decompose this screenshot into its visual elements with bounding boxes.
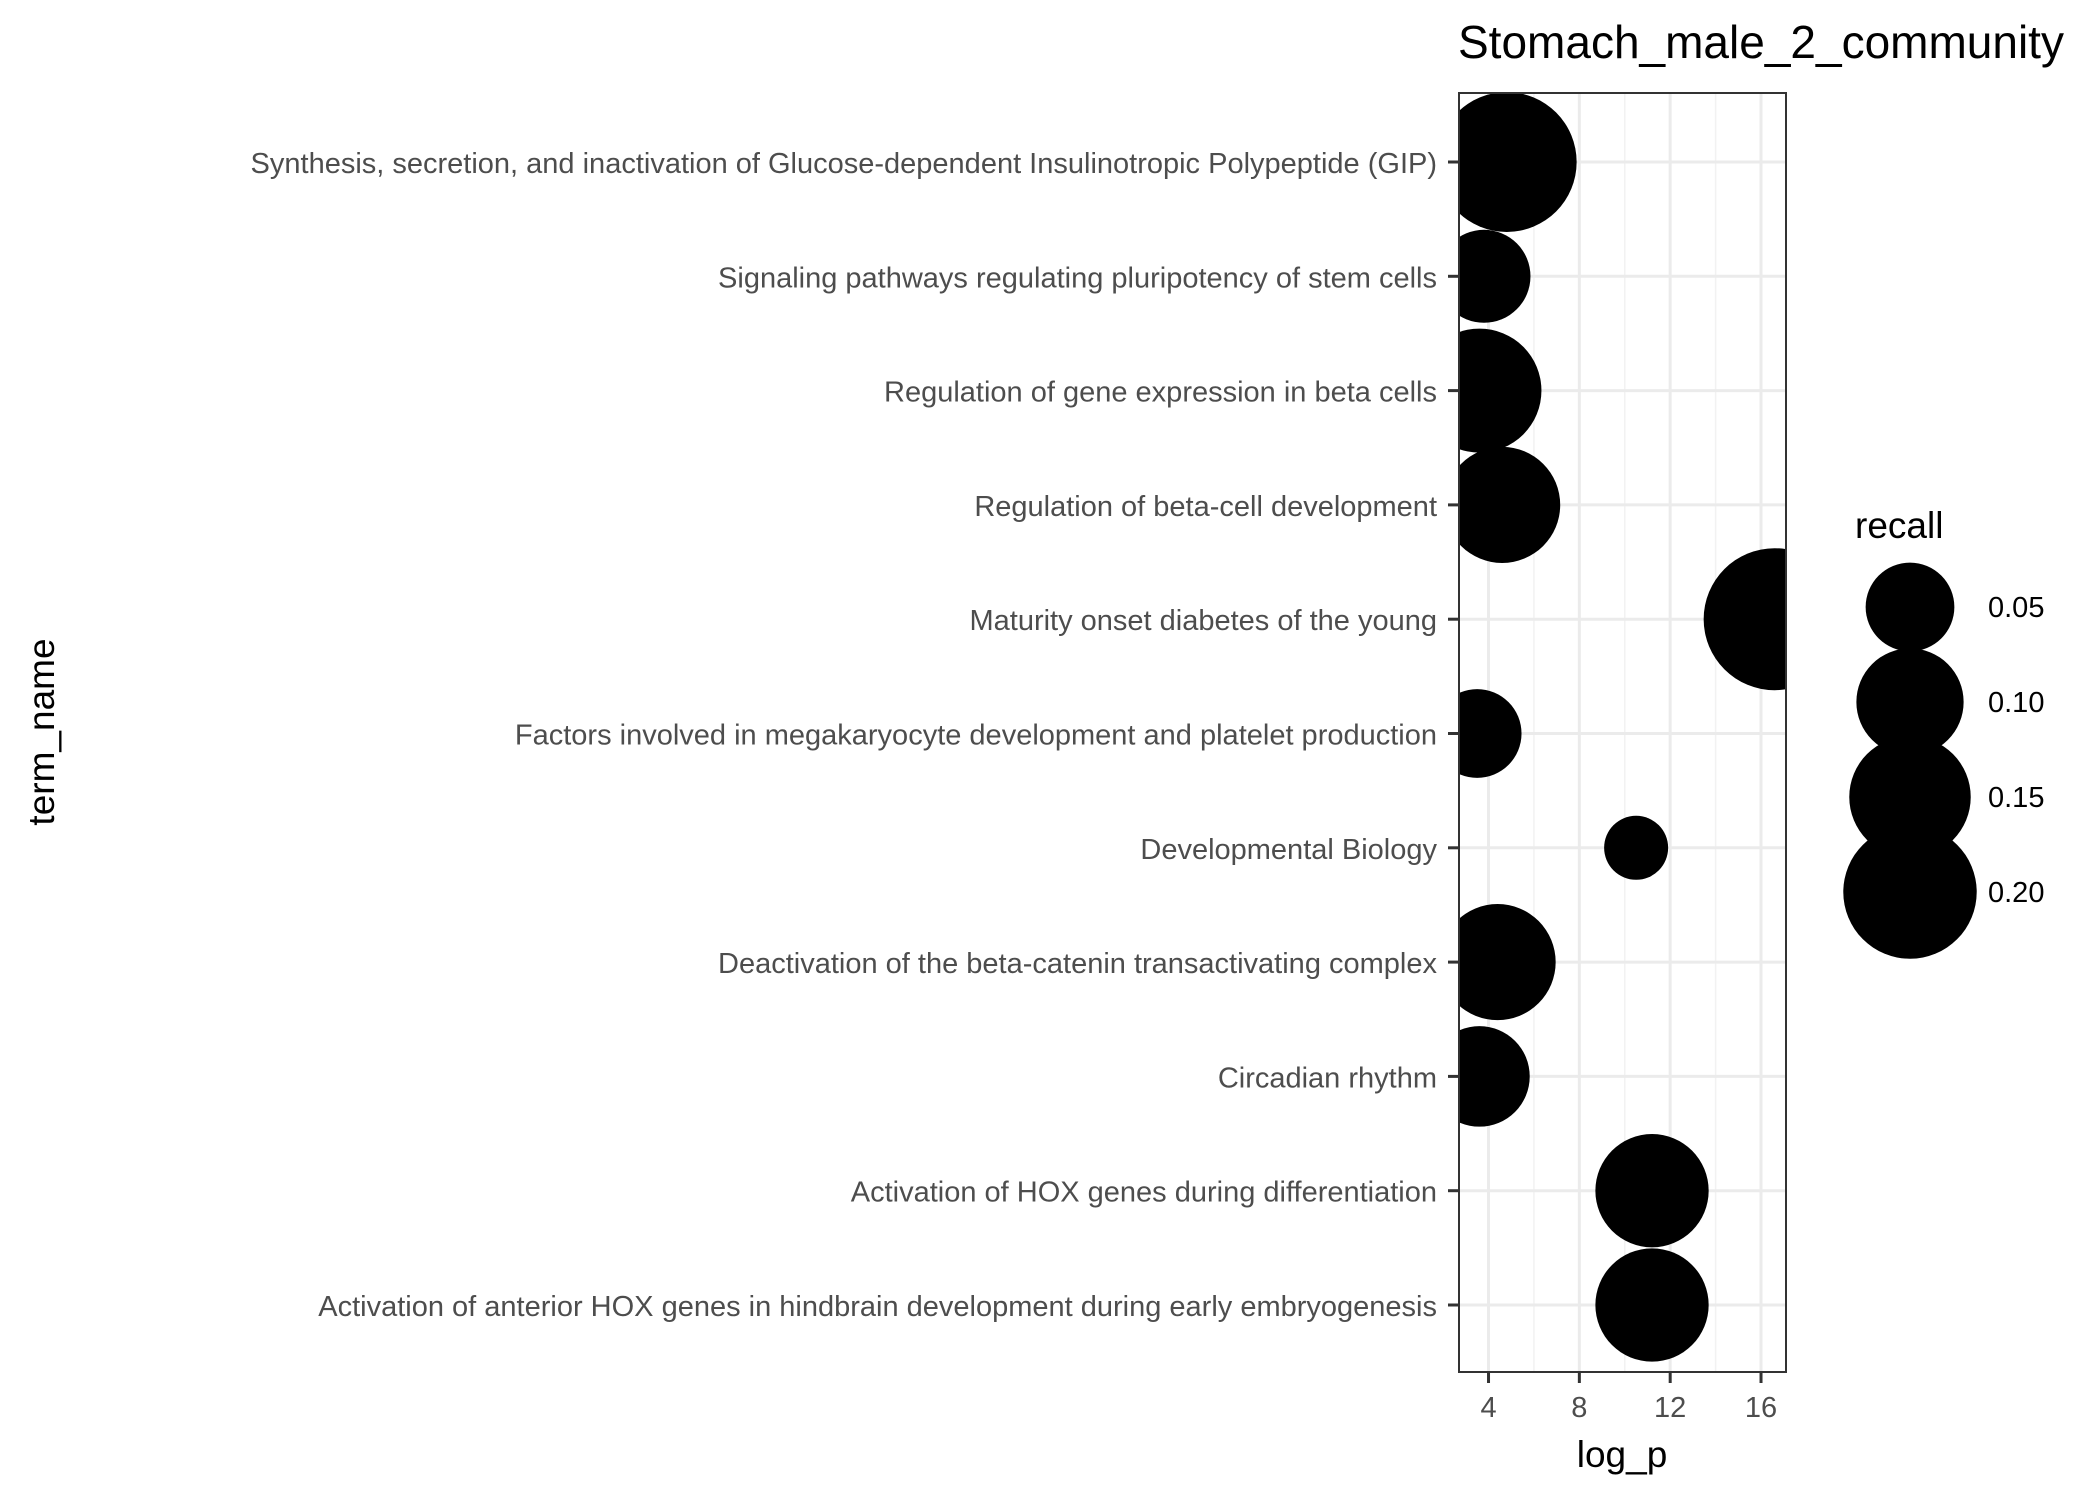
- legend-label: 0.10: [1988, 687, 2044, 719]
- legend-label: 0.15: [1988, 782, 2044, 814]
- y-axis-title: term_name: [21, 638, 62, 825]
- x-tick-label: 4: [1480, 1392, 1496, 1424]
- legend-key: [1856, 648, 1964, 756]
- y-tick-label: Activation of anterior HOX genes in hind…: [318, 1291, 1437, 1323]
- data-point: [1459, 93, 1577, 232]
- y-tick-label: Maturity onset diabetes of the young: [969, 605, 1437, 637]
- x-axis: 4 8 12 16: [1480, 1372, 1777, 1424]
- legend-key: [1865, 562, 1955, 652]
- legend: recall 0.05 0.10 0.15 0.20: [1843, 505, 2044, 959]
- legend-title: recall: [1855, 505, 1943, 546]
- legend-label: 0.20: [1988, 877, 2044, 909]
- data-point: [1459, 904, 1556, 1021]
- data-point: [1459, 229, 1531, 323]
- data-point: [1459, 328, 1542, 453]
- legend-key: [1843, 825, 1977, 959]
- data-point: [1595, 1134, 1709, 1248]
- y-tick-label: Regulation of beta-cell development: [974, 491, 1437, 523]
- y-tick-label: Developmental Biology: [1140, 834, 1437, 866]
- data-point: [1703, 548, 1786, 691]
- y-tick-label: Factors involved in megakaryocyte develo…: [515, 720, 1437, 752]
- y-tick-label: Circadian rhythm: [1218, 1062, 1437, 1094]
- y-tick-label: Regulation of gene expression in beta ce…: [884, 377, 1437, 409]
- x-axis-title: log_p: [1577, 1434, 1668, 1475]
- data-points: [1459, 93, 1786, 1362]
- y-tick-label: Signaling pathways regulating pluripoten…: [718, 262, 1437, 294]
- y-tick-label: Deactivation of the beta-catenin transac…: [718, 948, 1437, 980]
- chart-title: Stomach_male_2_community: [1458, 16, 2064, 68]
- data-point: [1459, 689, 1522, 778]
- y-tick-label: Activation of HOX genes during different…: [851, 1177, 1437, 1209]
- x-tick-label: 16: [1745, 1392, 1777, 1424]
- legend-key: [1849, 736, 1971, 858]
- data-point: [1459, 446, 1561, 563]
- y-tick-label: Synthesis, secretion, and inactivation o…: [251, 148, 1437, 180]
- x-tick-label: 8: [1571, 1392, 1587, 1424]
- data-point: [1459, 1026, 1530, 1127]
- legend-label: 0.05: [1988, 592, 2044, 624]
- data-point: [1604, 815, 1669, 880]
- y-axis: Synthesis, secretion, and inactivation o…: [251, 148, 1459, 1323]
- data-point: [1595, 1248, 1709, 1362]
- x-tick-label: 12: [1654, 1392, 1686, 1424]
